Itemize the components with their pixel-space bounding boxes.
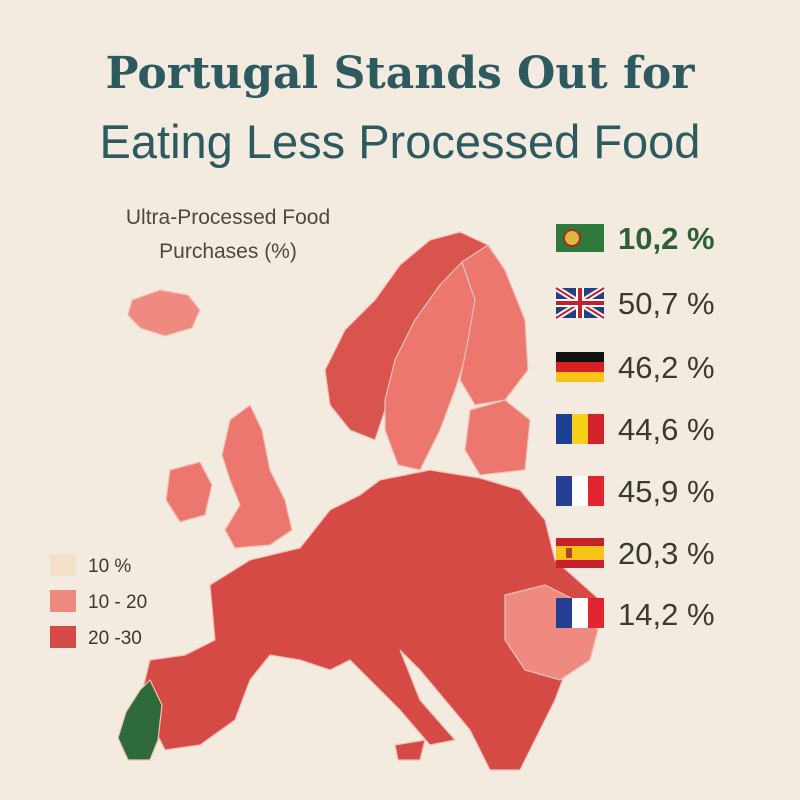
flag-france (556, 476, 604, 506)
subtitle-line2: Purchases (%) (159, 240, 297, 263)
legend-label: 10 % (88, 556, 131, 577)
sweden (384, 260, 476, 471)
title-line2: Eating Less Processed Food (100, 115, 701, 168)
stat-value: 46,2 % (618, 350, 715, 385)
stat-value: 45,9 % (618, 474, 715, 509)
stat-value: 14,2 % (618, 597, 715, 632)
legend-swatch (50, 590, 76, 612)
legend-label: 10 - 20 (88, 592, 147, 613)
map (117, 231, 601, 771)
flag-portugal (556, 224, 604, 252)
legend-label: 20 -30 (88, 628, 142, 649)
title-line1: Portugal Stands Out for (106, 48, 696, 99)
portugal (117, 678, 163, 761)
flag-spain (556, 538, 604, 568)
great-britain (221, 404, 293, 549)
legend-swatch (50, 626, 76, 648)
stat-value: 10,2 % (618, 221, 715, 256)
sicily (394, 739, 426, 761)
flag-germany (556, 352, 604, 382)
ireland (165, 461, 213, 523)
continent (139, 469, 601, 771)
flag-romania (556, 414, 604, 444)
iceland (127, 289, 201, 337)
baltics (464, 399, 531, 476)
flag-france-2 (556, 598, 604, 628)
stat-value: 44,6 % (618, 412, 715, 447)
stat-value: 50,7 % (618, 286, 715, 321)
subtitle-line1: Ultra-Processed Food (126, 206, 330, 229)
legend: 10 % 10 - 20 20 -30 (50, 554, 147, 649)
legend-swatch (50, 554, 76, 576)
flag-uk (554, 285, 606, 321)
stat-value: 20,3 % (618, 536, 715, 571)
flags (554, 224, 606, 628)
